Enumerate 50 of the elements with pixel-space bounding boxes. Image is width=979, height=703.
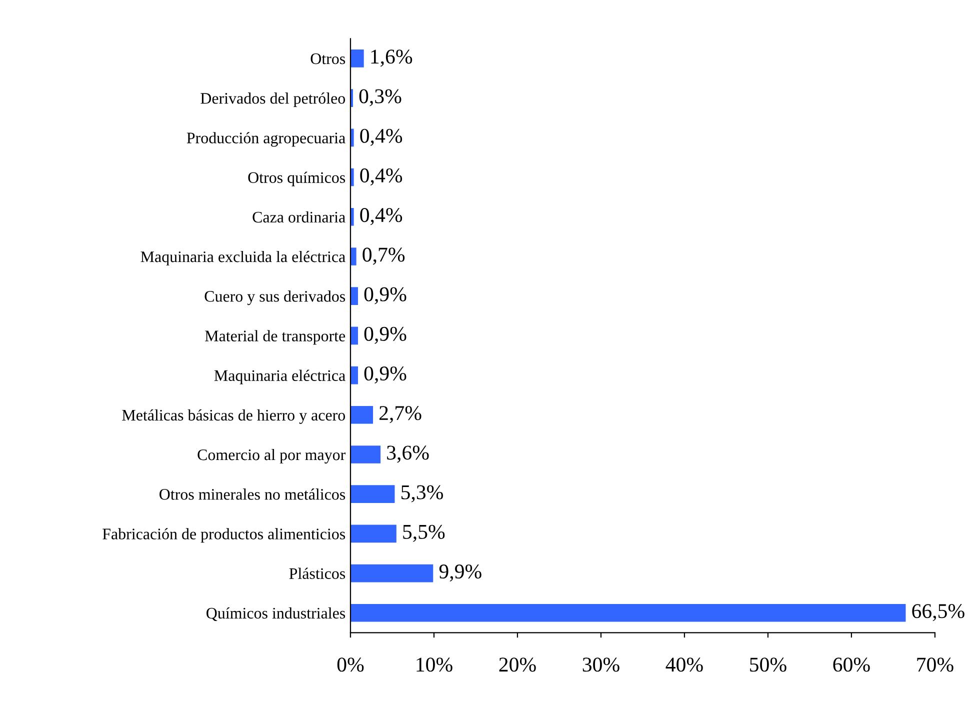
y-tick-label: Comercio al por mayor [198, 448, 346, 464]
data-label: 0,9% [364, 366, 406, 384]
data-label: 5,3% [402, 485, 443, 502]
x-tick-label: 20% [499, 658, 536, 672]
bar [350, 287, 358, 305]
data-label: 9,9% [439, 564, 482, 582]
y-tick-label: Otros minerales no metálicos [160, 488, 346, 500]
x-tick-label: 70% [917, 658, 954, 672]
bar [350, 248, 356, 266]
data-label: 0,9% [364, 326, 406, 344]
data-label: 0,3% [359, 89, 402, 106]
y-tick-label: Metálicas básicas de hierro y acero [122, 409, 345, 424]
x-tick-label: 30% [582, 658, 620, 672]
y-tick-label: Cuero y sus derivados [204, 290, 346, 306]
x-tick-label: 0% [337, 658, 364, 672]
y-tick-label: Plásticos [289, 568, 346, 579]
bar [350, 366, 358, 384]
x-tick-label: 60% [833, 658, 870, 672]
data-label: 0,7% [362, 248, 405, 265]
bar [350, 208, 354, 226]
data-label: 0,4% [360, 168, 402, 186]
bar [350, 485, 395, 503]
bar [350, 524, 396, 543]
y-tick-label: Material de transporte [205, 330, 346, 345]
x-tick-label: 10% [416, 658, 452, 672]
data-label: 0,4% [360, 128, 402, 146]
y-tick-label: Producción agropecuaria [186, 132, 346, 147]
data-label: 2,7% [379, 406, 422, 424]
bar [350, 326, 358, 345]
data-label: 1,6% [371, 50, 412, 67]
bar [350, 446, 381, 464]
bar [350, 406, 374, 424]
data-label: 0,9% [364, 287, 406, 304]
data-label: 66,5% [912, 604, 964, 622]
x-tick-label: 40% [666, 658, 703, 672]
y-tick-label: Maquinaria eléctrica [214, 370, 346, 384]
y-tick-label: Otros [310, 53, 346, 64]
data-label: 5,5% [403, 524, 445, 542]
bar [350, 604, 906, 622]
data-label: 0,4% [360, 208, 402, 226]
y-tick-label: Otros químicos [248, 172, 346, 186]
y-tick-label: Fabricación de productos alimenticios [102, 528, 346, 543]
y-tick-label: Caza ordinaria [252, 211, 346, 223]
y-tick-label: Químicos industriales [206, 607, 346, 622]
y-tick-label: Maquinaria excluida la eléctrica [140, 250, 346, 266]
data-label: 3,6% [387, 446, 429, 463]
bar [350, 564, 434, 582]
y-tick-label: Derivados del petróleo [200, 92, 346, 108]
x-tick-label: 50% [750, 658, 786, 672]
bar [350, 50, 364, 68]
